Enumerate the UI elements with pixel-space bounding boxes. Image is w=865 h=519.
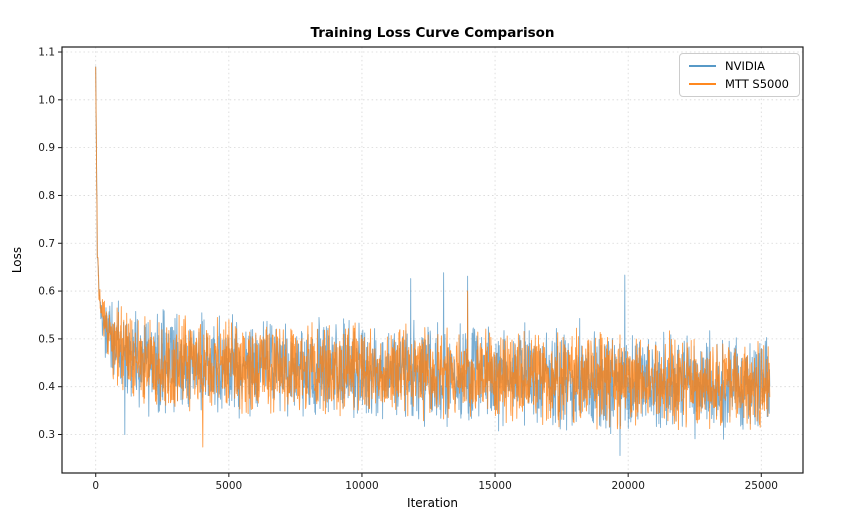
svg-text:10000: 10000 xyxy=(345,480,378,492)
svg-text:5000: 5000 xyxy=(215,480,242,492)
svg-text:25000: 25000 xyxy=(745,480,778,492)
mtt-line-swatch-icon xyxy=(689,83,716,85)
legend-item-mtt-s5000: MTT S5000 xyxy=(689,77,789,91)
legend-item-label: NVIDIA xyxy=(725,59,765,73)
svg-text:0.8: 0.8 xyxy=(38,190,55,202)
svg-text:0.7: 0.7 xyxy=(38,238,55,250)
loss-curves xyxy=(95,66,771,456)
mtt-s5000-loss-line xyxy=(95,66,771,448)
legend-item-label: MTT S5000 xyxy=(725,77,789,91)
nvidia-loss-line xyxy=(95,66,771,456)
svg-text:1.0: 1.0 xyxy=(38,94,55,106)
svg-text:1.1: 1.1 xyxy=(38,47,55,59)
plot-frame xyxy=(61,46,804,474)
svg-text:0: 0 xyxy=(92,480,99,492)
svg-text:0.6: 0.6 xyxy=(38,286,55,298)
svg-text:20000: 20000 xyxy=(611,480,644,492)
x-axis-label: Iteration xyxy=(407,496,458,510)
svg-text:0.4: 0.4 xyxy=(38,381,55,393)
svg-text:15000: 15000 xyxy=(478,480,511,492)
axis-tick-labels: 0.3 0.4 0.5 0.6 0.7 0.8 0.9 1.0 1.1 0 5000 10000 150… xyxy=(38,47,778,492)
legend: NVIDIA MTT S5000 xyxy=(679,53,800,97)
nvidia-line-swatch-icon xyxy=(689,65,716,67)
svg-text:0.3: 0.3 xyxy=(38,429,55,441)
svg-text:0.9: 0.9 xyxy=(38,142,55,154)
axis-ticks xyxy=(58,51,762,477)
legend-item-nvidia: NVIDIA xyxy=(689,59,789,73)
chart-title: Training Loss Curve Comparison xyxy=(310,25,555,41)
svg-text:0.5: 0.5 xyxy=(38,333,55,345)
y-axis-label: Loss xyxy=(10,246,24,274)
